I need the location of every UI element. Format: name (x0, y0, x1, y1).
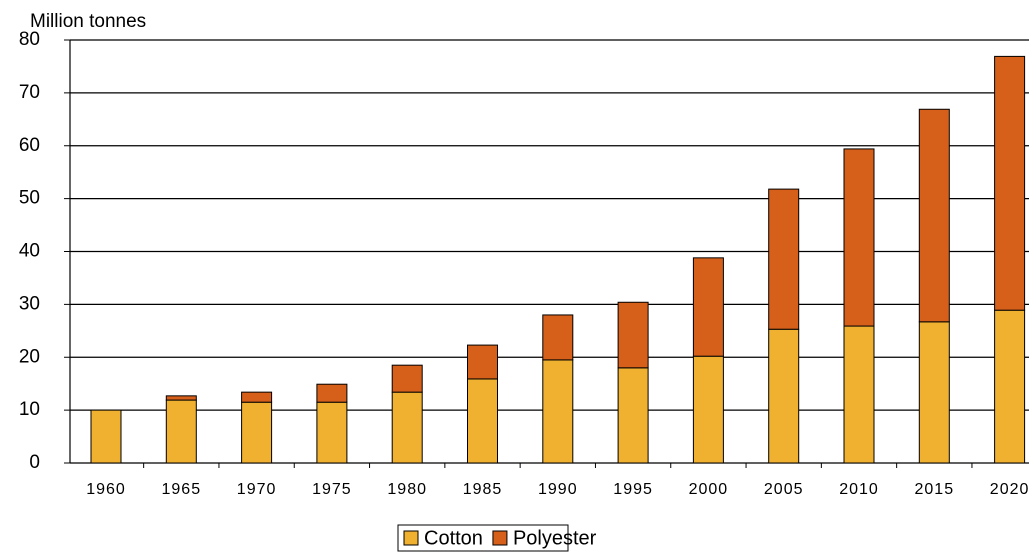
x-tick-label: 2010 (839, 481, 879, 498)
bar-segment (843, 325, 875, 464)
y-tick-label: 30 (19, 293, 40, 314)
bar-segment (994, 309, 1026, 464)
x-tick-label: 1980 (387, 481, 427, 498)
bar-segment (241, 401, 273, 464)
bar-segment (843, 148, 875, 327)
bar-segment (692, 257, 724, 357)
y-tick-label: 70 (19, 82, 40, 103)
bar-segment (617, 367, 649, 464)
legend-swatch (403, 530, 419, 546)
bar-segment (692, 355, 724, 464)
y-tick-label: 20 (19, 346, 40, 367)
bar-segment (467, 378, 498, 464)
x-tick-label: 1995 (613, 481, 653, 498)
bar-segment (994, 55, 1026, 311)
legend-label: Cotton (424, 527, 483, 549)
x-tick-label: 1970 (237, 481, 277, 498)
x-tick-label: 2000 (689, 481, 729, 498)
bar-segment (241, 391, 273, 403)
bar-segment (316, 383, 348, 403)
x-tick-label: 1990 (538, 481, 578, 498)
bar-segment (542, 359, 574, 464)
x-tick-label: 2005 (764, 481, 804, 498)
x-tick-label: 1960 (86, 481, 126, 498)
y-tick-label: 0 (29, 452, 40, 473)
bar-segment (918, 321, 950, 464)
y-tick-label: 60 (19, 135, 40, 156)
bar-segment (542, 314, 574, 361)
bar-segment (918, 108, 950, 323)
y-axis-label: Million tonnes (30, 11, 146, 32)
x-tick-label: 1965 (162, 481, 202, 498)
y-tick-label: 80 (19, 29, 40, 50)
bar-segment (165, 399, 197, 464)
bar-segment (768, 328, 800, 464)
x-tick-label: 1975 (312, 481, 352, 498)
bar-segment (165, 395, 197, 401)
legend-box (397, 524, 569, 552)
y-tick-label: 50 (19, 188, 40, 209)
y-tick-label: 10 (19, 399, 40, 420)
x-tick-label: 2015 (915, 481, 955, 498)
legend-swatch (492, 530, 508, 546)
bar-segment (768, 188, 800, 330)
x-tick-label: 1985 (463, 481, 503, 498)
bar-segment (391, 391, 423, 464)
bar-segment (467, 344, 498, 380)
x-tick-label: 2020 (990, 481, 1029, 498)
bar-segment (617, 301, 649, 369)
legend-label: Polyester (513, 527, 597, 549)
bar-segment (90, 409, 122, 464)
bar-segment (391, 364, 423, 393)
bar-segment (316, 401, 348, 464)
y-tick-label: 40 (19, 241, 40, 262)
